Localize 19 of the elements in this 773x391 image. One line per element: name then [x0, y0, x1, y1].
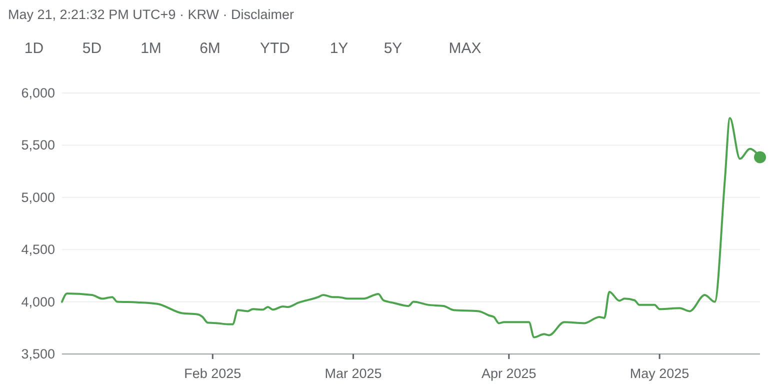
text: 5D — [82, 40, 102, 57]
text: MAX — [448, 40, 482, 57]
text: 1D — [24, 40, 44, 57]
y-tick-label: 4,000 — [21, 294, 55, 310]
y-tick-label: 5,000 — [21, 190, 55, 205]
text: YTD — [260, 40, 290, 57]
x-tick-label: Feb 2025 — [184, 366, 242, 381]
text: 1M — [140, 40, 162, 57]
chart-subtitle: May 21, 2:21:32 PM UTC+9 · KRW · Disclaimer — [8, 7, 294, 22]
y-tick-label: 3,500 — [21, 346, 55, 362]
y-tick-label: 6,000 — [21, 86, 55, 100]
text: 5Y — [384, 40, 402, 57]
y-tick-label: 4,500 — [21, 242, 55, 258]
x-tick-label: Mar 2025 — [324, 366, 382, 381]
text: 6M — [200, 40, 220, 57]
y-tick-label: 5,500 — [21, 138, 55, 153]
text: 1Y — [330, 40, 348, 57]
x-tick-label: Apr 2025 — [482, 366, 536, 381]
x-tick-label: May 2025 — [630, 366, 690, 381]
